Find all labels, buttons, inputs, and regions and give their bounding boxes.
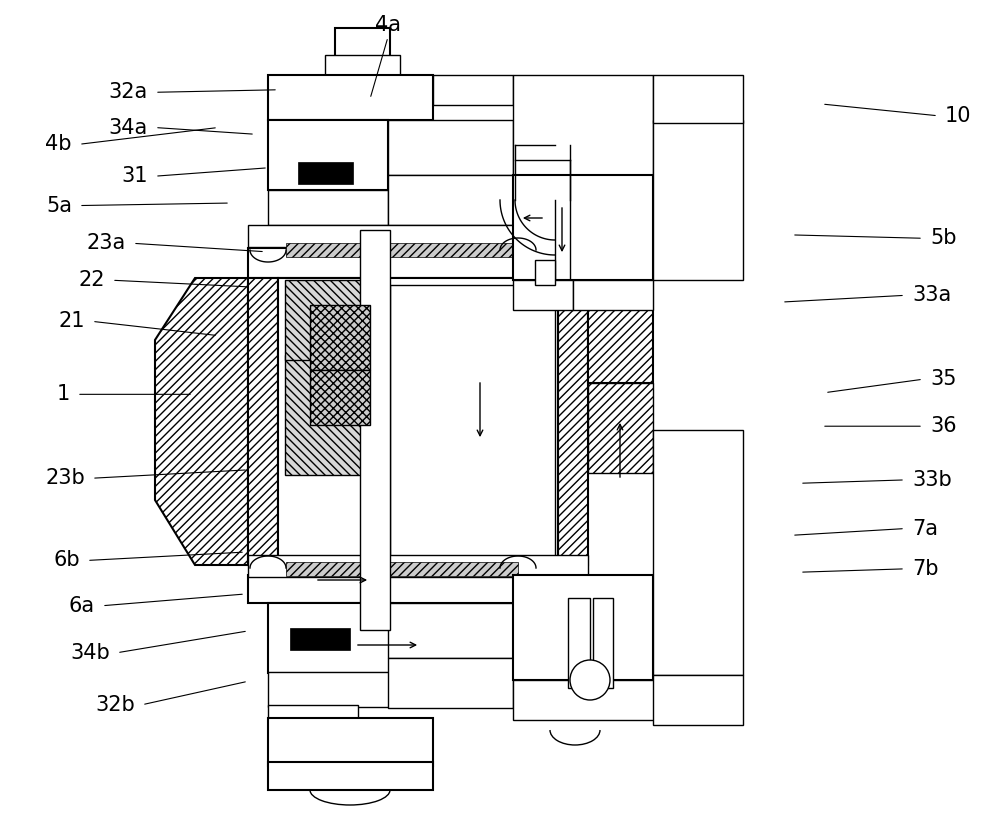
Text: 34b: 34b (70, 643, 110, 663)
Bar (388, 658, 513, 708)
Bar (535, 260, 555, 285)
Bar (390, 285, 555, 565)
Text: 32a: 32a (109, 82, 148, 102)
Text: 23b: 23b (45, 468, 85, 488)
Bar (326, 56, 399, 74)
Bar (593, 598, 613, 688)
Bar (568, 598, 590, 688)
Bar (268, 75, 433, 120)
Bar (655, 677, 741, 723)
Bar (653, 675, 743, 725)
Bar (285, 355, 365, 475)
Text: 33a: 33a (912, 285, 951, 305)
Bar (310, 370, 370, 425)
Text: 10: 10 (945, 106, 972, 126)
Text: 4a: 4a (375, 15, 401, 35)
Bar (298, 162, 353, 184)
Text: 6b: 6b (53, 550, 80, 571)
Bar (558, 278, 588, 565)
Bar (388, 120, 513, 175)
Bar (268, 190, 388, 225)
Bar (290, 628, 350, 650)
Bar (433, 75, 513, 105)
Bar (653, 430, 743, 675)
Text: 34a: 34a (109, 117, 148, 138)
Bar (653, 75, 743, 123)
Text: 21: 21 (58, 311, 85, 331)
Text: 7a: 7a (912, 519, 938, 539)
Text: 36: 36 (930, 416, 957, 436)
Bar (252, 557, 584, 575)
Bar (655, 77, 741, 121)
Bar (513, 175, 653, 280)
Bar (285, 280, 365, 360)
Bar (513, 75, 653, 175)
Text: 4b: 4b (46, 134, 72, 154)
Bar (268, 603, 393, 673)
Bar (268, 120, 388, 190)
Text: 5b: 5b (930, 228, 956, 248)
Bar (268, 672, 393, 707)
Text: 22: 22 (78, 270, 105, 290)
Bar (270, 720, 431, 764)
Bar (248, 225, 588, 247)
Text: 31: 31 (122, 166, 148, 186)
Bar (655, 122, 741, 278)
Bar (278, 278, 558, 565)
Bar (286, 243, 518, 257)
Bar (434, 76, 512, 104)
Bar (248, 575, 588, 603)
Bar (310, 305, 370, 370)
Bar (252, 227, 584, 245)
Polygon shape (155, 278, 248, 565)
Bar (270, 76, 431, 119)
Bar (335, 28, 390, 63)
Bar (515, 76, 651, 174)
Text: 32b: 32b (95, 695, 135, 715)
Bar (268, 705, 358, 723)
Circle shape (570, 660, 610, 700)
Bar (573, 280, 653, 310)
Bar (268, 762, 433, 790)
Bar (248, 278, 278, 565)
Bar (325, 55, 400, 75)
Bar (513, 575, 653, 680)
Bar (286, 562, 518, 576)
Text: 33b: 33b (912, 470, 952, 490)
Bar (248, 248, 588, 278)
Bar (268, 718, 433, 766)
Text: 1: 1 (57, 384, 70, 404)
Bar (388, 175, 513, 225)
Bar (588, 383, 653, 473)
Text: 35: 35 (930, 369, 956, 389)
Bar (388, 603, 513, 658)
Text: 5a: 5a (46, 195, 72, 216)
Bar (513, 680, 658, 720)
Bar (248, 555, 588, 577)
Bar (655, 432, 741, 673)
Bar (270, 764, 431, 788)
Text: 23a: 23a (87, 233, 126, 253)
Bar (653, 120, 743, 280)
Text: 6a: 6a (69, 596, 95, 616)
Text: 7b: 7b (912, 559, 938, 579)
Bar (588, 278, 653, 383)
Bar (513, 280, 573, 310)
Bar (360, 230, 390, 630)
